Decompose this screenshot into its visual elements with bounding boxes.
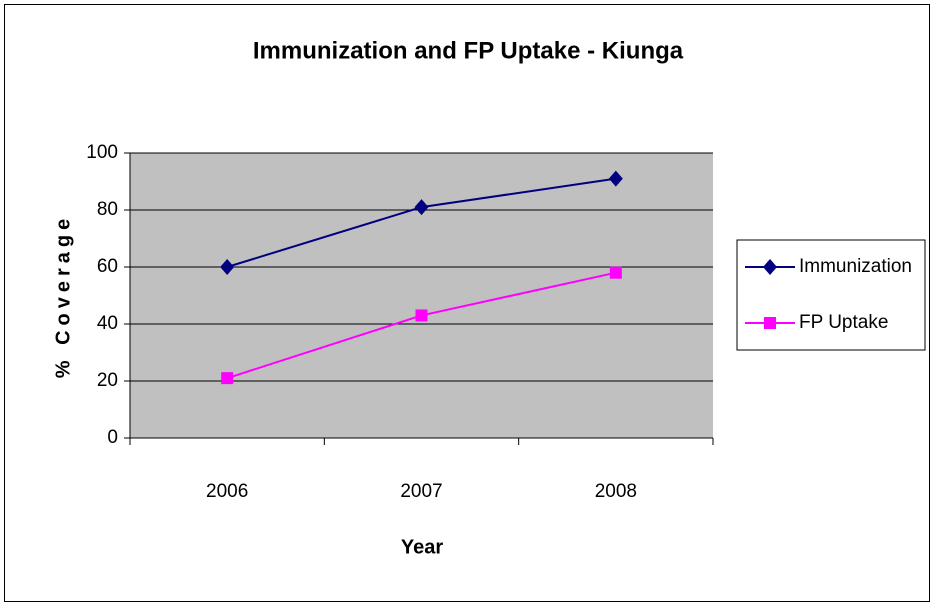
- legend-box: [736, 239, 926, 351]
- marker: [763, 259, 777, 275]
- y-tick-label: 60: [97, 256, 118, 277]
- marker: [764, 317, 776, 329]
- marker: [220, 259, 235, 275]
- plot-area: [130, 153, 713, 438]
- y-tick-label: 0: [107, 427, 118, 448]
- legend-label: FP Uptake: [799, 312, 888, 333]
- y-tick-label: 20: [97, 370, 118, 391]
- marker: [609, 266, 622, 279]
- x-tick-label: 2006: [206, 481, 248, 502]
- y-tick-label: 80: [97, 199, 118, 220]
- marker: [415, 309, 428, 322]
- chart-title: Immunization and FP Uptake - Kiunga: [253, 37, 684, 64]
- y-tick-label: 100: [86, 142, 118, 163]
- marker: [221, 372, 234, 385]
- y-tick-label: 40: [97, 313, 118, 334]
- legend-label: Immunization: [799, 256, 912, 277]
- y-axis-label: % Coverage: [52, 214, 74, 379]
- marker: [414, 199, 429, 216]
- x-tick-label: 2007: [400, 481, 442, 502]
- x-tick-label: 2008: [595, 481, 637, 502]
- x-axis-label: Year: [401, 536, 443, 558]
- marker: [608, 170, 623, 187]
